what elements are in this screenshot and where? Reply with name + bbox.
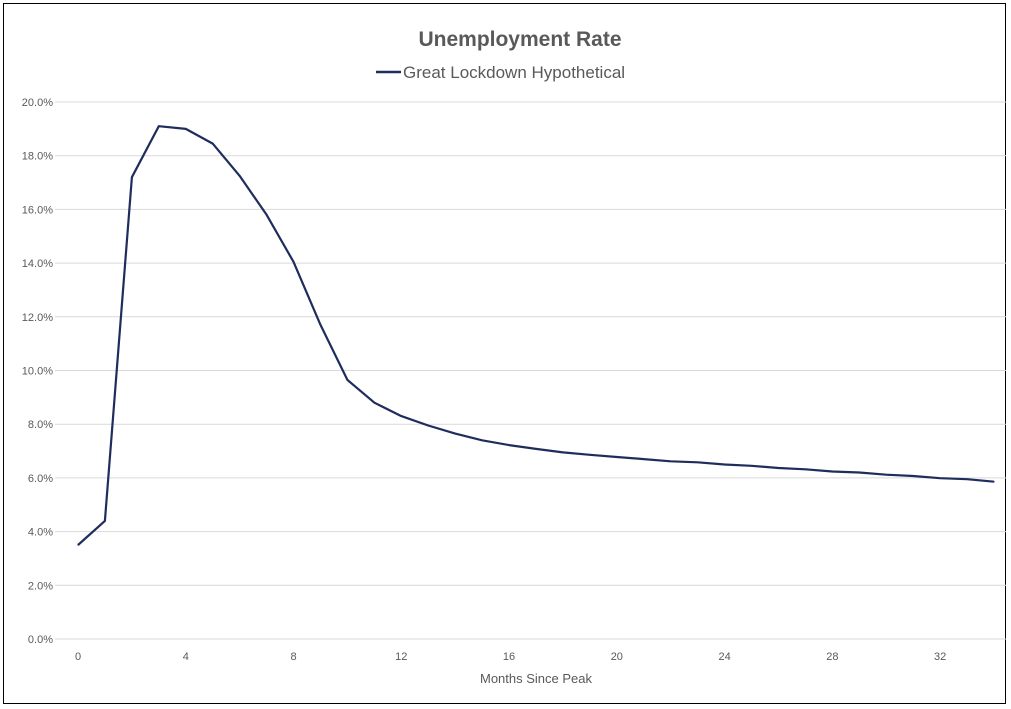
- data-point: [454, 432, 456, 435]
- y-tick-label: 0.0%: [28, 634, 53, 646]
- data-point: [670, 460, 672, 462]
- data-point: [508, 444, 510, 446]
- y-tick-label: 12.0%: [22, 312, 53, 324]
- data-point: [723, 463, 726, 466]
- y-tick-label: 8.0%: [28, 419, 53, 431]
- data-point: [858, 471, 860, 474]
- data-point: [185, 128, 187, 130]
- chart-title: Unemployment Rate: [418, 28, 621, 51]
- legend-label: Great Lockdown Hypothetical: [403, 63, 625, 82]
- y-tick-label: 4.0%: [28, 527, 53, 539]
- data-point: [427, 424, 429, 427]
- x-tick-label: 8: [290, 651, 296, 663]
- data-point: [616, 456, 618, 458]
- data-point: [131, 176, 133, 178]
- x-tick-label: 32: [934, 651, 946, 663]
- data-point: [319, 324, 322, 326]
- data-point: [993, 481, 995, 483]
- data-point: [643, 458, 645, 460]
- y-tick-label: 10.0%: [22, 366, 53, 378]
- data-point: [966, 478, 968, 480]
- gridlines: [55, 101, 1006, 640]
- data-point: [239, 175, 241, 177]
- data-point: [804, 468, 807, 470]
- data-point: [400, 415, 402, 417]
- y-tick-label: 20.0%: [22, 97, 53, 109]
- data-point: [939, 477, 941, 479]
- x-tick-label: 12: [395, 651, 407, 663]
- data-point: [104, 520, 106, 522]
- x-tick-label: 24: [718, 651, 730, 663]
- data-point: [697, 461, 699, 463]
- data-point: [589, 454, 591, 456]
- data-point: [562, 451, 564, 453]
- x-tick-label: 4: [183, 651, 189, 663]
- x-axis-label: Months Since Peak: [480, 671, 593, 686]
- data-point: [292, 261, 295, 263]
- data-point: [481, 439, 483, 441]
- y-tick-label: 18.0%: [22, 151, 53, 163]
- data-point: [265, 214, 268, 216]
- data-point: [158, 125, 160, 127]
- series-line: [77, 125, 995, 546]
- chart-frame: [3, 3, 1006, 704]
- x-tick-label: 28: [826, 651, 838, 663]
- x-tick-labels: 0 4 8 12 16 20 24 28 32: [75, 651, 946, 663]
- data-point: [212, 143, 214, 145]
- data-point: [373, 402, 375, 404]
- data-point: [535, 448, 537, 450]
- data-point: [912, 475, 914, 477]
- series-layer: [77, 125, 995, 546]
- data-point: [831, 470, 833, 473]
- y-tick-label: 6.0%: [28, 473, 53, 485]
- x-tick-label: 16: [503, 651, 515, 663]
- y-tick-label: 16.0%: [22, 204, 53, 216]
- x-tick-label: 0: [75, 651, 81, 663]
- data-point: [346, 379, 349, 381]
- legend: Great Lockdown Hypothetical: [376, 63, 625, 82]
- y-tick-label: 14.0%: [22, 258, 53, 270]
- data-point: [885, 474, 887, 476]
- y-tick-label: 2.0%: [28, 580, 53, 592]
- y-tick-labels: 0.0% 2.0% 4.0% 6.0% 8.0% 10.0% 12.0% 14.0% 16.0%…: [22, 97, 53, 646]
- data-point: [777, 467, 780, 469]
- data-point: [77, 544, 79, 546]
- data-point: [750, 465, 753, 467]
- x-tick-label: 20: [611, 651, 623, 663]
